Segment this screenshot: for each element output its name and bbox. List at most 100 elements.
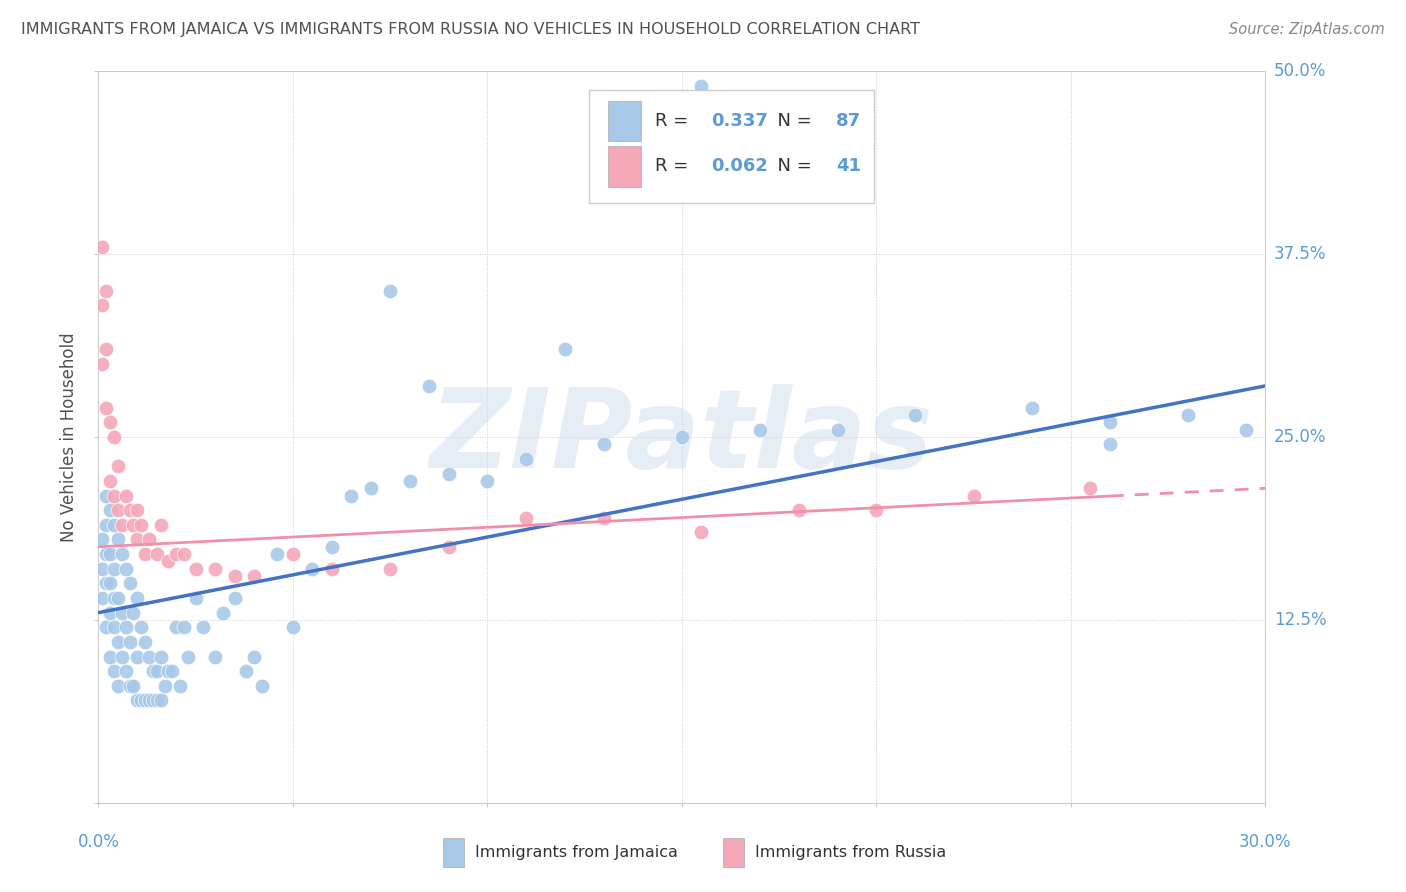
Point — [122, 606, 145, 620]
Point — [340, 489, 363, 503]
Point — [162, 664, 184, 678]
Point — [173, 620, 195, 634]
Text: 25.0%: 25.0% — [1274, 428, 1326, 446]
Text: N =: N = — [766, 112, 817, 130]
Point — [98, 547, 121, 561]
Point — [91, 591, 114, 605]
Point — [235, 664, 257, 678]
Point — [142, 693, 165, 707]
Point — [865, 503, 887, 517]
Point — [212, 606, 235, 620]
Point — [157, 554, 180, 568]
Point — [107, 533, 129, 547]
Point — [127, 649, 149, 664]
Point — [827, 423, 849, 437]
Point — [96, 489, 118, 503]
Point — [96, 620, 118, 634]
Point — [138, 649, 160, 664]
Point — [142, 664, 165, 678]
Point — [184, 591, 207, 605]
Point — [111, 517, 134, 532]
Point — [96, 343, 118, 357]
Point — [173, 547, 195, 561]
Point — [748, 423, 770, 437]
FancyBboxPatch shape — [609, 101, 641, 141]
FancyBboxPatch shape — [723, 838, 744, 867]
Point — [127, 503, 149, 517]
Point — [243, 649, 266, 664]
Text: 0.337: 0.337 — [711, 112, 768, 130]
Text: IMMIGRANTS FROM JAMAICA VS IMMIGRANTS FROM RUSSIA NO VEHICLES IN HOUSEHOLD CORRE: IMMIGRANTS FROM JAMAICA VS IMMIGRANTS FR… — [21, 22, 920, 37]
Point — [98, 474, 121, 488]
Text: 30.0%: 30.0% — [1239, 833, 1292, 851]
Text: Immigrants from Russia: Immigrants from Russia — [755, 845, 946, 860]
Point — [1234, 423, 1257, 437]
Point — [243, 569, 266, 583]
Point — [380, 562, 402, 576]
Point — [204, 649, 226, 664]
Point — [111, 606, 134, 620]
Point — [1098, 416, 1121, 430]
Point — [96, 517, 118, 532]
Point — [146, 547, 169, 561]
Point — [149, 517, 172, 532]
Point — [107, 503, 129, 517]
Point — [962, 489, 984, 503]
Point — [98, 576, 121, 591]
FancyBboxPatch shape — [609, 146, 641, 186]
Text: R =: R = — [655, 158, 695, 176]
Point — [91, 562, 114, 576]
Point — [281, 547, 304, 561]
Point — [129, 620, 152, 634]
Point — [165, 620, 187, 634]
Point — [515, 452, 537, 467]
Point — [103, 430, 125, 444]
Point — [96, 284, 118, 298]
Point — [477, 474, 499, 488]
Point — [91, 357, 114, 371]
Point — [593, 510, 616, 524]
Point — [515, 510, 537, 524]
Point — [96, 576, 118, 591]
Point — [98, 649, 121, 664]
Point — [107, 591, 129, 605]
Point — [138, 533, 160, 547]
Point — [114, 620, 136, 634]
Point — [96, 401, 118, 415]
Point — [98, 503, 121, 517]
Point — [107, 679, 129, 693]
Point — [146, 664, 169, 678]
Text: 0.0%: 0.0% — [77, 833, 120, 851]
Point — [301, 562, 323, 576]
Point — [111, 547, 134, 561]
Point — [418, 379, 440, 393]
Point — [103, 489, 125, 503]
Point — [904, 408, 927, 422]
Point — [111, 649, 134, 664]
Point — [118, 503, 141, 517]
Text: 37.5%: 37.5% — [1274, 245, 1326, 263]
Point — [134, 635, 156, 649]
Point — [1098, 437, 1121, 451]
Point — [96, 547, 118, 561]
Text: 41: 41 — [837, 158, 860, 176]
Point — [153, 679, 176, 693]
Text: 12.5%: 12.5% — [1274, 611, 1326, 629]
Point — [103, 620, 125, 634]
Point — [1021, 401, 1043, 415]
Point — [91, 240, 114, 254]
Point — [787, 503, 810, 517]
Point — [127, 533, 149, 547]
Point — [1177, 408, 1199, 422]
Point — [146, 693, 169, 707]
Point — [321, 540, 343, 554]
Point — [1080, 481, 1102, 495]
Point — [118, 679, 141, 693]
Text: N =: N = — [766, 158, 817, 176]
Point — [184, 562, 207, 576]
Text: 0.062: 0.062 — [711, 158, 768, 176]
Point — [91, 533, 114, 547]
Text: 50.0%: 50.0% — [1274, 62, 1326, 80]
Text: Immigrants from Jamaica: Immigrants from Jamaica — [475, 845, 678, 860]
Point — [437, 467, 460, 481]
